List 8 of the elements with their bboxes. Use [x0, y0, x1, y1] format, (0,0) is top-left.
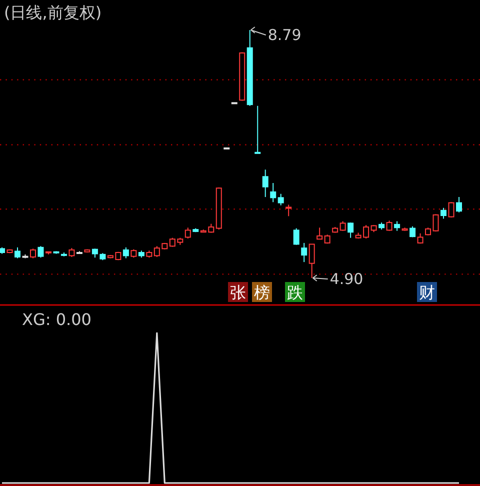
chart-title: XG: 0.00	[22, 310, 92, 329]
text: 张	[230, 283, 246, 302]
text: 跌	[287, 283, 303, 302]
annotation: 4.90	[330, 270, 364, 288]
text: 榜	[254, 283, 270, 302]
chart-title: (日线,前复权)	[4, 3, 102, 22]
annotation: 8.79	[268, 26, 302, 44]
text: 财	[419, 283, 435, 302]
